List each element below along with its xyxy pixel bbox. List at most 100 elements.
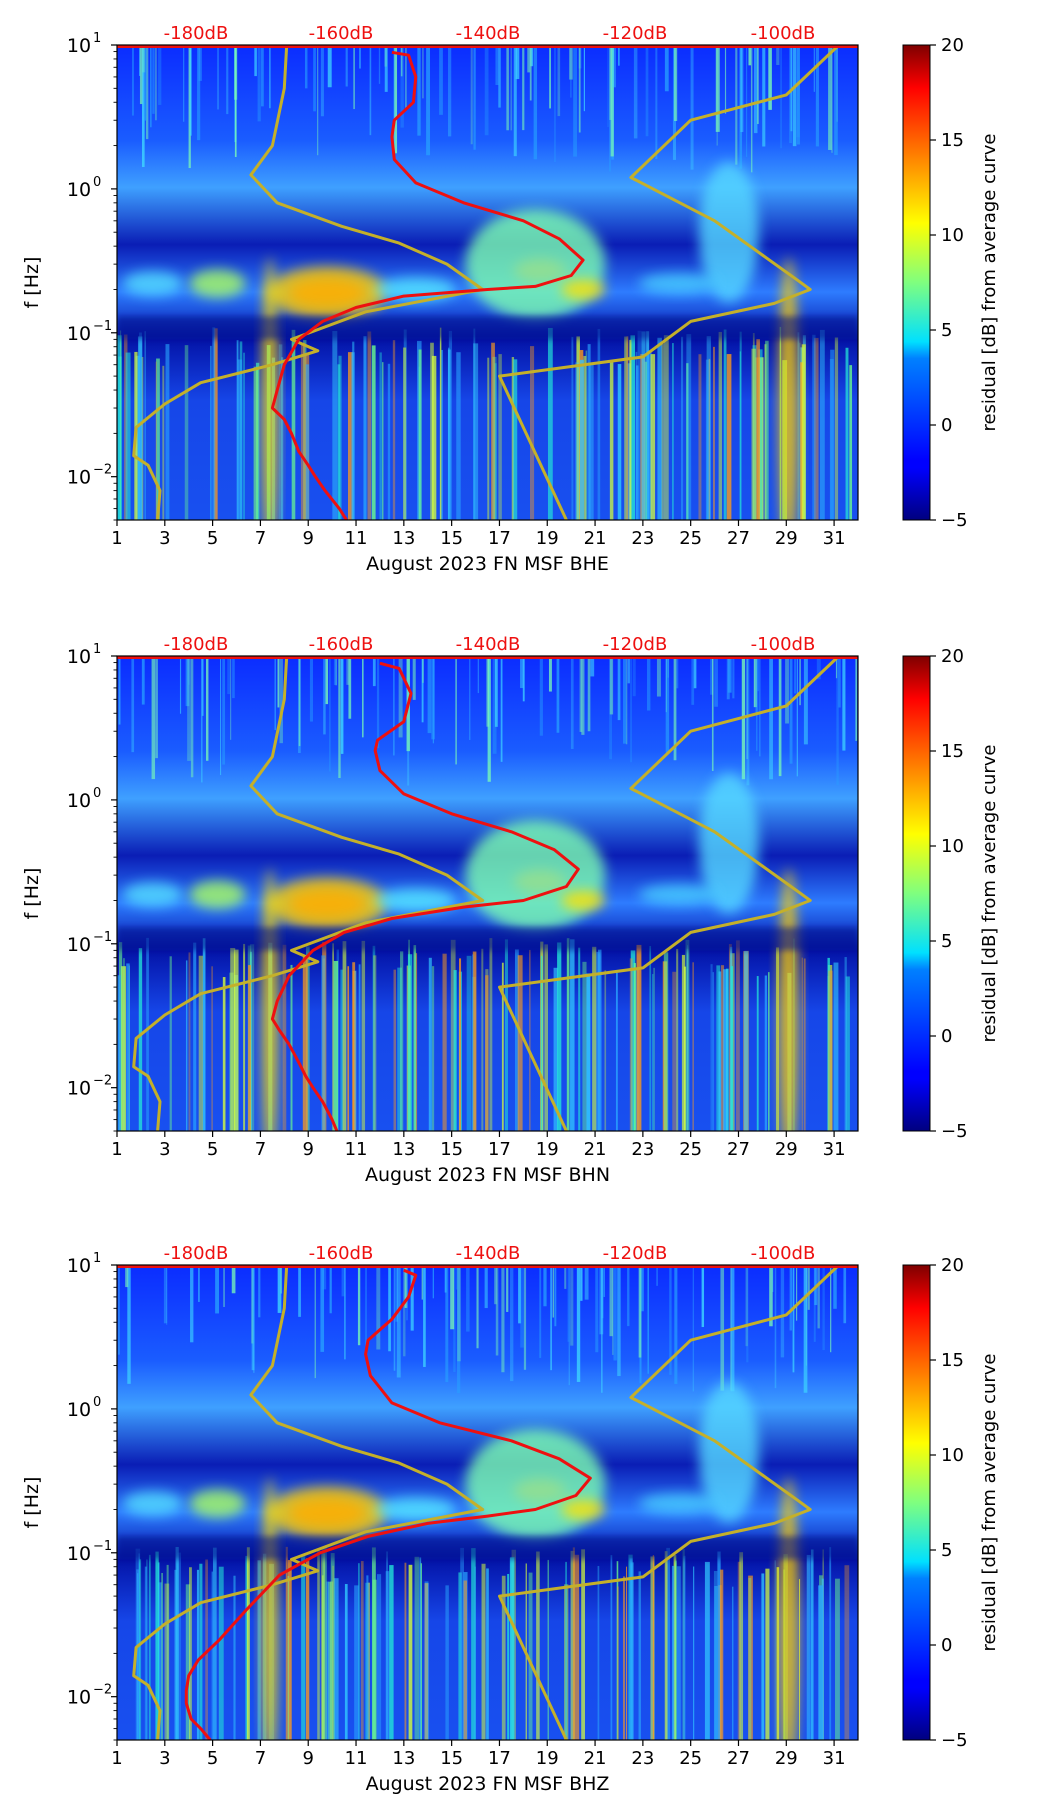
heatmap-streak xyxy=(234,45,237,158)
heatmap-streak xyxy=(520,1265,524,1348)
heatmap-streak xyxy=(237,359,243,520)
heatmap-streak xyxy=(466,955,472,1131)
heatmap-streak xyxy=(320,1553,326,1740)
heatmap-streak xyxy=(686,363,689,520)
heatmap-streak xyxy=(155,656,158,759)
heatmap-streak xyxy=(601,1265,603,1393)
heatmap-streak xyxy=(396,1265,401,1378)
y-tick-exponent: 1 xyxy=(93,642,101,657)
heatmap-streak xyxy=(690,45,694,170)
y-axis-label: f [Hz] xyxy=(21,257,43,309)
heatmap-streak xyxy=(623,656,627,744)
heatmap-streak xyxy=(673,656,677,761)
heatmap-streak xyxy=(518,1265,522,1324)
heatmap-streak xyxy=(332,330,338,520)
heatmap-streak xyxy=(488,656,490,762)
heatmap-streak xyxy=(807,1265,810,1310)
heatmap-streak xyxy=(746,1265,749,1363)
heatmap-hotspot xyxy=(267,877,388,930)
x-tick-label: 17 xyxy=(488,528,511,549)
heatmap-streak xyxy=(732,656,735,699)
heatmap-streak xyxy=(321,1575,324,1740)
colorbar-tick-label: 15 xyxy=(941,1350,964,1371)
heatmap-streak xyxy=(442,953,447,1131)
heatmap-streak xyxy=(322,1547,327,1740)
heatmap-streak xyxy=(661,343,664,520)
heatmap-streak xyxy=(803,656,808,745)
heatmap-streak xyxy=(251,1265,254,1344)
heatmap-streak xyxy=(287,1575,290,1740)
heatmap-streak xyxy=(588,362,594,520)
low-noise-model-curve xyxy=(132,656,485,1131)
heatmap-streak xyxy=(197,45,201,141)
heatmap-streak xyxy=(693,656,697,689)
heatmap-streak xyxy=(514,949,519,1131)
heatmap-streak xyxy=(395,1265,398,1322)
heatmap-streak xyxy=(641,331,646,520)
heatmap-streak xyxy=(144,45,147,121)
heatmap-hotspot xyxy=(375,1497,456,1522)
heatmap-streak xyxy=(772,1265,774,1292)
heatmap-streak xyxy=(249,944,255,1131)
heatmap-streak xyxy=(431,966,435,1131)
y-tick-exponent: −1 xyxy=(93,930,112,945)
heatmap-streak xyxy=(609,45,612,120)
heatmap-streak xyxy=(439,45,443,115)
heatmap-streak xyxy=(685,939,690,1131)
heatmap-streak xyxy=(843,1265,847,1324)
heatmap-streak xyxy=(421,1265,423,1300)
heatmap-dark-band xyxy=(117,316,858,340)
heatmap-streak xyxy=(448,330,453,520)
heatmap-streak xyxy=(601,1265,604,1319)
x-tick-label: 23 xyxy=(631,1139,654,1160)
y-tick-label: 10 xyxy=(67,1543,91,1565)
y-tick-label: 10 xyxy=(67,1687,91,1709)
heatmap-streak xyxy=(751,348,757,520)
x-tick-label: 17 xyxy=(488,1748,511,1769)
heatmap-streak xyxy=(581,1549,586,1740)
heatmap-streak xyxy=(131,656,135,753)
colorbar-gradient xyxy=(902,655,931,1132)
heatmap-streak xyxy=(394,45,398,154)
heatmap-streak xyxy=(405,45,407,109)
heatmap-streak xyxy=(794,656,796,694)
colorbar-tick-label: 10 xyxy=(941,1445,964,1466)
heatmap-streak xyxy=(376,656,380,749)
heatmap-streak xyxy=(320,1265,325,1352)
heatmap-streak xyxy=(676,656,679,689)
heatmap-streak xyxy=(486,1568,489,1740)
heatmap-streak xyxy=(417,45,421,136)
x-tick-label: 29 xyxy=(775,1139,798,1160)
heatmap-streak xyxy=(445,1265,449,1383)
heatmap-streak xyxy=(489,938,493,1131)
heatmap-streak xyxy=(393,45,395,159)
x-tick-label: 9 xyxy=(302,1748,313,1769)
heatmap-streak xyxy=(550,1265,552,1371)
heatmap-streak xyxy=(834,337,839,520)
heatmap-streak xyxy=(768,45,772,110)
heatmap-streak xyxy=(477,656,480,694)
heatmap-streak xyxy=(150,45,152,128)
heatmap-streak xyxy=(419,1557,422,1740)
heatmap-streak xyxy=(769,1265,773,1327)
heatmap-hotspot xyxy=(189,269,246,298)
heatmap-streak xyxy=(155,1551,159,1740)
heatmap-streak xyxy=(188,656,190,685)
high-noise-model-curve xyxy=(498,656,840,1131)
colorbar: 20 15 10 5 0 −5 residual [dB] from average cur… xyxy=(902,35,1000,531)
heatmap-streak xyxy=(803,1265,808,1393)
heatmap-streak xyxy=(432,1265,435,1299)
x-tick-label: 19 xyxy=(536,1139,559,1160)
heatmap-streak xyxy=(547,1559,549,1740)
heatmap-streak xyxy=(799,656,801,706)
y-tick-exponent: 0 xyxy=(93,175,101,190)
heatmap-streak xyxy=(393,969,397,1131)
heatmap-streak xyxy=(457,1265,461,1394)
x-tick-label: 29 xyxy=(775,528,798,549)
heatmap-streak xyxy=(447,349,451,520)
heatmap-streak xyxy=(354,970,357,1131)
heatmap-streak xyxy=(753,656,757,708)
heatmap-streak xyxy=(835,656,838,679)
heatmap-streak xyxy=(827,957,830,1131)
